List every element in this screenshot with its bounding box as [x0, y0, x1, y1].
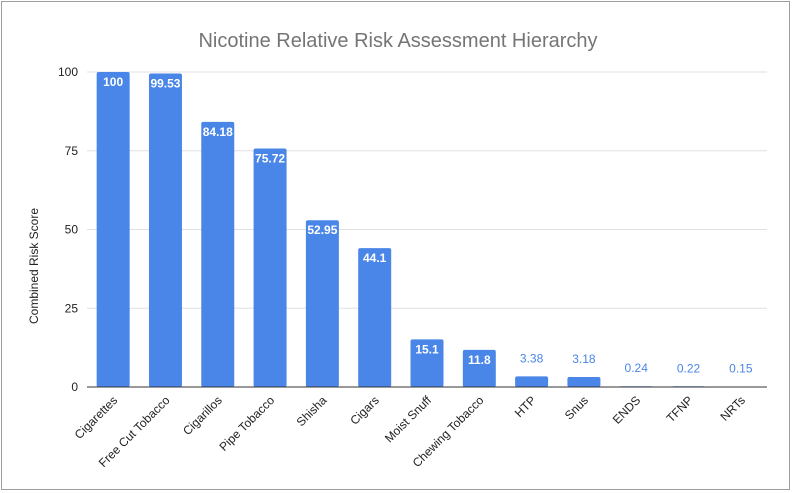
chart-title: Nicotine Relative Risk Assessment Hierar… [198, 30, 597, 52]
bar [358, 248, 392, 387]
x-tick-label: TFNP [664, 393, 696, 425]
data-label: 52.95 [307, 223, 337, 237]
data-label: 44.1 [363, 251, 387, 265]
data-label: 3.18 [572, 352, 596, 366]
bar [96, 72, 130, 387]
data-label: 99.53 [150, 76, 180, 90]
y-tick-label: 0 [71, 380, 78, 394]
x-tick-label: Moist Snuff [382, 393, 435, 446]
y-tick-label: 75 [65, 144, 79, 158]
x-tick-label: Cigarillos [180, 393, 225, 438]
x-tick-label: NRTs [717, 393, 747, 423]
y-tick-label: 25 [65, 301, 79, 315]
bar [305, 220, 339, 387]
bar [253, 148, 287, 387]
data-label: 15.1 [415, 342, 439, 356]
y-tick-label: 50 [65, 223, 79, 237]
y-axis-label: Combined Risk Score [27, 208, 41, 324]
bar [201, 121, 235, 387]
x-tick-label: HTP [512, 393, 539, 420]
data-label: 75.72 [255, 151, 285, 165]
bar [515, 376, 549, 387]
x-tick-label: Cigars [347, 393, 381, 427]
y-tick-labels: 0 25 50 75 100 [58, 65, 78, 394]
bar [148, 73, 182, 387]
data-label: 0.24 [625, 361, 649, 375]
data-label: 84.18 [203, 125, 233, 139]
x-tick-label: Snus [562, 393, 591, 422]
bar [567, 376, 601, 387]
data-label: 100 [103, 75, 123, 89]
data-label: 11.8 [468, 353, 491, 367]
x-tick-label: Pipe Tobacco [216, 393, 277, 454]
bar [410, 339, 444, 387]
bar [462, 349, 496, 387]
data-label: 3.38 [520, 351, 544, 365]
x-tick-label: ENDS [610, 393, 643, 426]
bars [96, 72, 758, 388]
x-tick-label: Cigarettes [72, 393, 121, 442]
gridlines [87, 71, 767, 309]
data-label: 0.22 [677, 361, 701, 375]
y-tick-label: 100 [58, 65, 78, 79]
x-tick-label: Shisha [294, 393, 330, 429]
data-label: 0.15 [729, 362, 753, 376]
data-labels: 100 99.53 84.18 75.72 52.95 44.1 15.1 11.8 3.38 3… [103, 75, 753, 376]
